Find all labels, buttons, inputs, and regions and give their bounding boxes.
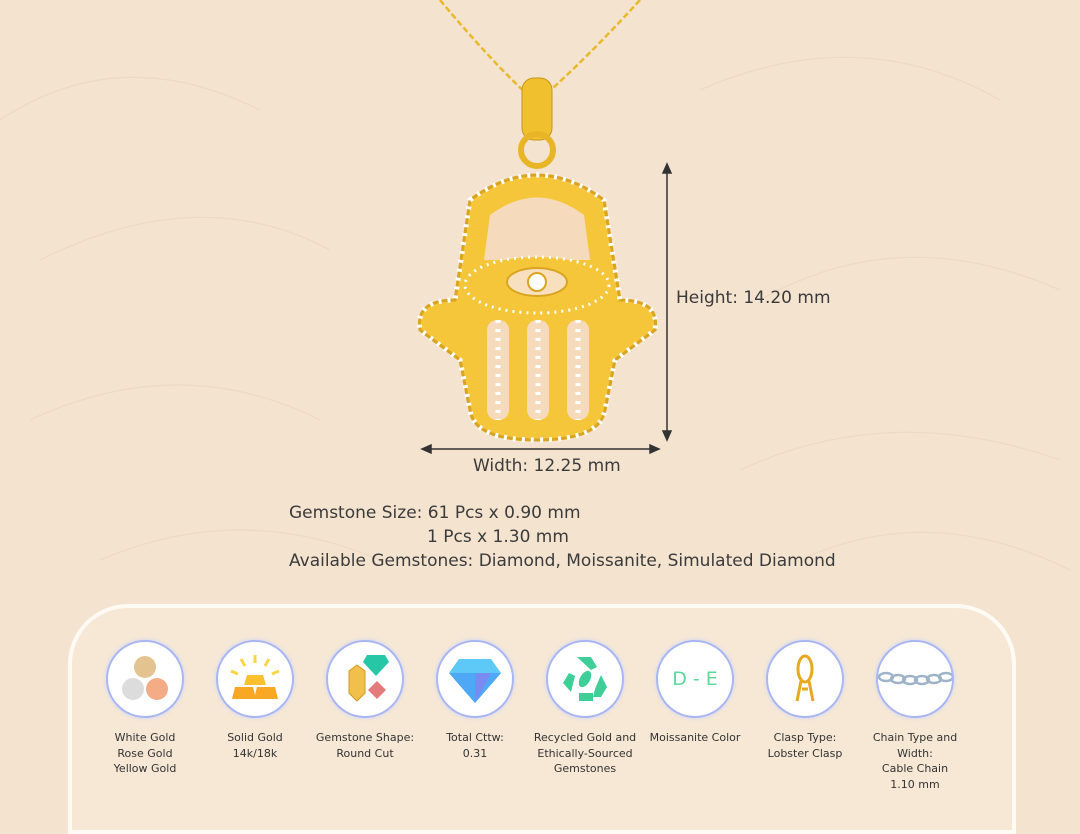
diamond-icon bbox=[436, 640, 514, 718]
gemstones-icon bbox=[326, 640, 404, 718]
available-gemstones: Available Gemstones: Diamond, Moissanite… bbox=[289, 551, 836, 571]
feature-moissanite-color: D - E Moissanite Color bbox=[640, 640, 750, 746]
gemstone-size-line-2: 1 Pcs x 1.30 mm bbox=[427, 527, 569, 547]
metal-colors-icon bbox=[106, 640, 184, 718]
hamsa-pendant-image bbox=[416, 0, 673, 455]
dimension-arrows bbox=[420, 162, 673, 455]
moissanite-color-icon: D - E bbox=[656, 640, 734, 718]
height-label: Height: 14.20 mm bbox=[676, 288, 831, 308]
feature-metal-colors: White Gold Rose Gold Yellow Gold bbox=[90, 640, 200, 777]
feature-gemstone-shape: Gemstone Shape: Round Cut bbox=[310, 640, 420, 761]
gemstone-size-line-1: Gemstone Size: 61 Pcs x 0.90 mm bbox=[289, 503, 581, 523]
feature-solid-gold: Solid Gold 14k/18k bbox=[200, 640, 310, 761]
cable-chain-icon bbox=[876, 640, 954, 718]
feature-chain: Chain Type and Width: Cable Chain 1.10 mm bbox=[860, 640, 970, 792]
feature-clasp: Clasp Type: Lobster Clasp bbox=[750, 640, 860, 761]
lobster-clasp-icon bbox=[766, 640, 844, 718]
chain bbox=[439, 0, 641, 96]
gold-bars-icon bbox=[216, 640, 294, 718]
recycle-icon bbox=[546, 640, 624, 718]
feature-total-cttw: Total Cttw: 0.31 bbox=[420, 640, 530, 761]
textured-background bbox=[0, 56, 1071, 571]
feature-recycled: Recycled Gold and Ethically-Sourced Gemsto… bbox=[530, 640, 640, 777]
bail bbox=[521, 77, 553, 141]
width-label: Width: 12.25 mm bbox=[473, 456, 621, 476]
features-panel bbox=[68, 604, 1016, 834]
